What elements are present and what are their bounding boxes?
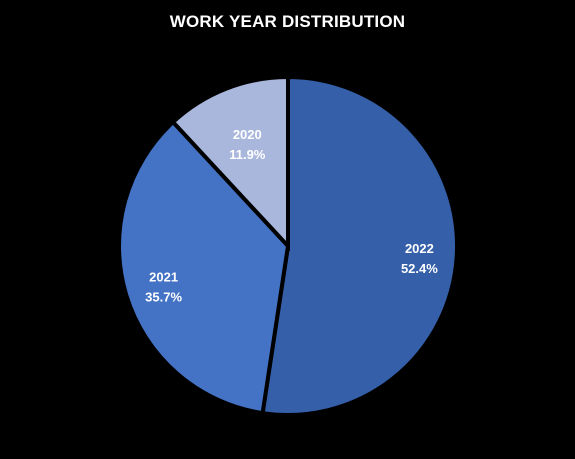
slice-percent-label: 52.4% [401,261,438,276]
pie-labels: 2022 52.4% 2021 35.7% 2020 11.9% [145,127,438,304]
pie-slice-2021 [117,119,291,416]
pie-slice-2020 [170,74,290,252]
chart-title: WORK YEAR DISTRIBUTION [169,12,406,31]
slice-category-label: 2021 [149,269,178,284]
slice-percent-label: 11.9% [229,147,266,162]
slice-percent-label: 35.7% [145,289,182,304]
pie-slices [117,74,459,417]
slice-category-label: 2022 [405,241,434,256]
pie-slice-2022 [260,74,459,417]
slice-category-label: 2020 [233,127,262,142]
